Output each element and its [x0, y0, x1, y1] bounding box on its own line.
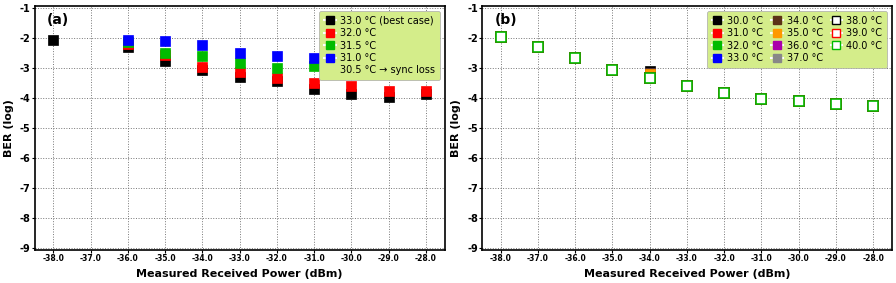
Y-axis label: BER (log): BER (log) — [4, 99, 14, 157]
Y-axis label: BER (log): BER (log) — [452, 99, 461, 157]
Legend: 33.0 °C (best case), 32.0 °C, 31.5 °C, 31.0 °C, 30.5 °C → sync loss: 33.0 °C (best case), 32.0 °C, 31.5 °C, 3… — [319, 11, 440, 80]
X-axis label: Measured Received Power (dBm): Measured Received Power (dBm) — [136, 269, 343, 279]
Legend: 30.0 °C, 31.0 °C, 32.0 °C, 33.0 °C, 34.0 °C, 35.0 °C, 36.0 °C, 37.0 °C, 38.0 °C,: 30.0 °C, 31.0 °C, 32.0 °C, 33.0 °C, 34.0… — [707, 11, 887, 68]
Text: (a): (a) — [47, 13, 69, 27]
Text: (b): (b) — [495, 13, 517, 27]
X-axis label: Measured Received Power (dBm): Measured Received Power (dBm) — [583, 269, 790, 279]
